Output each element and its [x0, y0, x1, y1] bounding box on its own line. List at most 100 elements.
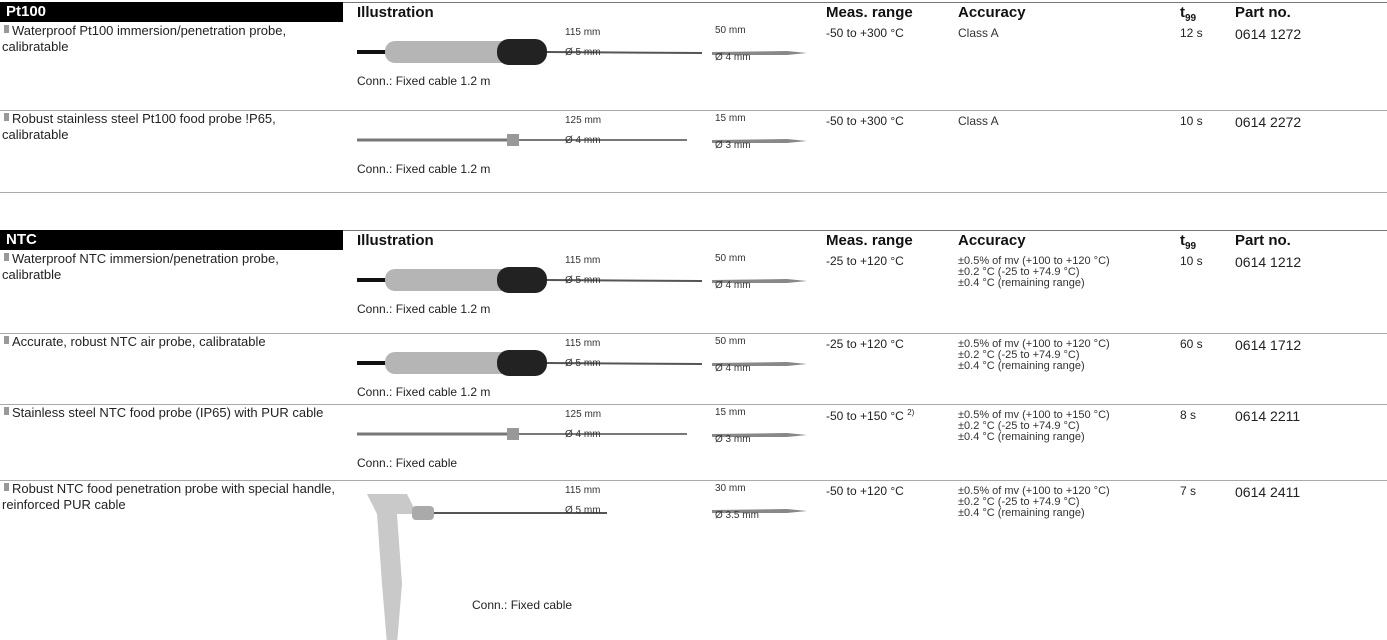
- part-number: 0614 1712: [1235, 337, 1302, 353]
- length-label: 125 mm: [565, 409, 602, 420]
- length-label: 115 mm: [565, 27, 601, 38]
- grip: [497, 39, 547, 65]
- length-label: 115 mm: [565, 338, 601, 349]
- shaft: [546, 51, 703, 54]
- accuracy-line: ±0.5% of mv (+100 to +120 °C): [958, 255, 1110, 267]
- t-symbol: t: [1180, 232, 1185, 249]
- section-title: NTC: [0, 230, 343, 250]
- diameter-label: Ø 5 mm: [565, 275, 601, 286]
- probe-illustration: [367, 494, 807, 640]
- tip-diameter-label: Ø 3.5 mm: [715, 510, 759, 521]
- connection: Conn.: Fixed cable 1.2 m: [357, 162, 491, 176]
- fitting: [507, 428, 519, 440]
- meas-range: -50 to +300 °C: [826, 114, 904, 128]
- accuracy-line: ±0.2 °C (-25 to +74.9 °C): [958, 349, 1080, 361]
- section-title: Pt100: [0, 2, 343, 22]
- row-rule: [0, 110, 1387, 111]
- tip-length-label: 50 mm: [715, 25, 746, 36]
- length-label: 115 mm: [565, 485, 601, 496]
- description: Accurate, robust NTC air probe, calibrat…: [12, 334, 266, 349]
- accuracy-line: Class A: [958, 26, 999, 40]
- probe-illustration: [357, 134, 807, 146]
- bullet-icon: [4, 25, 9, 33]
- tip: [712, 509, 807, 513]
- accuracy-line: ±0.2 °C (-25 to +74.9 °C): [958, 266, 1080, 278]
- shaft: [546, 279, 703, 282]
- probe-illustration: [357, 350, 807, 376]
- accuracy-line: ±0.2 °C (-25 to +74.9 °C): [958, 420, 1080, 432]
- diameter-label: Ø 5 mm: [565, 47, 601, 58]
- handle: [385, 352, 535, 374]
- accuracy-line: ±0.5% of mv (+100 to +150 °C): [958, 409, 1110, 421]
- meas-range: -50 to +300 °C: [826, 26, 904, 40]
- fitting: [507, 134, 519, 146]
- description: Waterproof Pt100 immersion/penetration p…: [2, 23, 287, 54]
- tip-length-label: 15 mm: [715, 407, 746, 418]
- t99-value: 10 s: [1180, 114, 1203, 128]
- header-t99: t99: [1180, 232, 1196, 252]
- connection: Conn.: Fixed cable: [472, 598, 573, 612]
- tip-diameter-label: Ø 4 mm: [715, 280, 751, 291]
- tip: [712, 51, 807, 55]
- range-value: -25 to +120 °C: [826, 337, 904, 351]
- tip-diameter-label: Ø 4 mm: [715, 363, 751, 374]
- header-accuracy: Accuracy: [958, 4, 1026, 21]
- t99-value: 12 s: [1180, 26, 1203, 40]
- accuracy-line: ±0.4 °C (remaining range): [958, 277, 1085, 289]
- description: Robust stainless steel Pt100 food probe …: [2, 111, 276, 142]
- range-value: -50 to +150 °C: [826, 409, 904, 423]
- tip: [712, 279, 807, 283]
- row-rule: [0, 192, 1387, 193]
- tip-length-label: 15 mm: [715, 113, 746, 124]
- range-value: -50 to +120 °C: [826, 484, 904, 498]
- shaft: [546, 362, 703, 365]
- tip-length-label: 30 mm: [715, 483, 746, 494]
- meas-range: -25 to +120 °C: [826, 254, 904, 268]
- bullet-icon: [4, 336, 9, 344]
- range-value: -25 to +120 °C: [826, 254, 904, 268]
- connection: Conn.: Fixed cable 1.2 m: [357, 74, 491, 88]
- connection: Conn.: Fixed cable 1.2 m: [357, 385, 491, 399]
- connection: Conn.: Fixed cable: [357, 456, 458, 470]
- tip-length-label: 50 mm: [715, 336, 746, 347]
- bullet-icon: [4, 253, 9, 261]
- grip: [497, 350, 547, 376]
- range-value: -50 to +300 °C: [826, 114, 904, 128]
- meas-range: -25 to +120 °C: [826, 337, 904, 351]
- header-rule: [343, 2, 1387, 3]
- accuracy-line: ±0.5% of mv (+100 to +120 °C): [958, 485, 1110, 497]
- probe-illustration: [357, 39, 807, 65]
- probe-illustration: [357, 267, 807, 293]
- connection: Conn.: Fixed cable 1.2 m: [357, 302, 491, 316]
- accuracy-line: ±0.4 °C (remaining range): [958, 431, 1085, 443]
- t-subscript: 99: [1185, 13, 1197, 24]
- accuracy-line: ±0.4 °C (remaining range): [958, 507, 1085, 519]
- description: Waterproof NTC immersion/penetration pro…: [2, 251, 279, 282]
- header-t99: t99: [1180, 4, 1196, 24]
- ferrule: [412, 506, 434, 520]
- header-illustration: Illustration: [357, 4, 434, 21]
- part-number: 0614 2211: [1235, 408, 1301, 424]
- header-range: Meas. range: [826, 232, 913, 249]
- part-number: 0614 2272: [1235, 114, 1302, 130]
- header-part: Part no.: [1235, 4, 1291, 21]
- bullet-icon: [4, 407, 9, 415]
- range-value: -50 to +300 °C: [826, 26, 904, 40]
- handle: [385, 269, 535, 291]
- description: Robust NTC food penetration probe with s…: [2, 481, 336, 512]
- tip: [712, 362, 807, 366]
- header-accuracy: Accuracy: [958, 232, 1026, 249]
- meas-range: -50 to +150 °C 2): [826, 408, 914, 423]
- part-number: 0614 2411: [1235, 484, 1301, 500]
- diameter-label: Ø 5 mm: [565, 358, 601, 369]
- length-label: 125 mm: [565, 115, 602, 126]
- tip-length-label: 50 mm: [715, 253, 746, 264]
- accuracy-line: ±0.4 °C (remaining range): [958, 360, 1085, 372]
- row-rule: [0, 404, 1387, 405]
- header-illustration: Illustration: [357, 232, 434, 249]
- header-part: Part no.: [1235, 232, 1291, 249]
- row-rule: [0, 333, 1387, 334]
- tip: [712, 433, 807, 437]
- meas-range: -50 to +120 °C: [826, 484, 904, 498]
- grip: [497, 267, 547, 293]
